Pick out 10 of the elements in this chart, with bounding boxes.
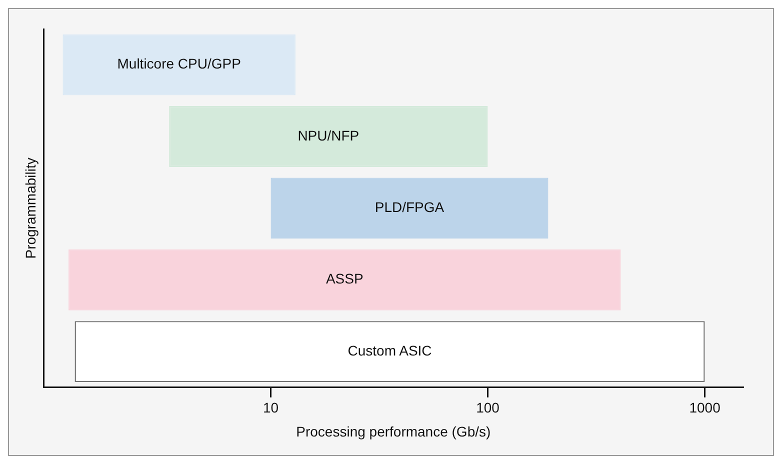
x-tick-label: 1000 bbox=[689, 400, 721, 416]
y-axis-title: Programmability bbox=[22, 158, 38, 259]
y-tick-label: ASSP bbox=[326, 270, 364, 287]
y-tick-label: PLD/FPGA bbox=[374, 199, 445, 216]
y-tick-label: Custom ASIC bbox=[348, 342, 432, 358]
x-tick-label: 100 bbox=[476, 400, 500, 416]
x-tick-label: 10 bbox=[262, 400, 279, 416]
x-axis-title: Processing performance (Gb/s) bbox=[296, 423, 491, 440]
y-tick-label: Multicore CPU/GPP bbox=[117, 56, 241, 72]
y-tick-label: NPU/NFP bbox=[298, 127, 360, 144]
